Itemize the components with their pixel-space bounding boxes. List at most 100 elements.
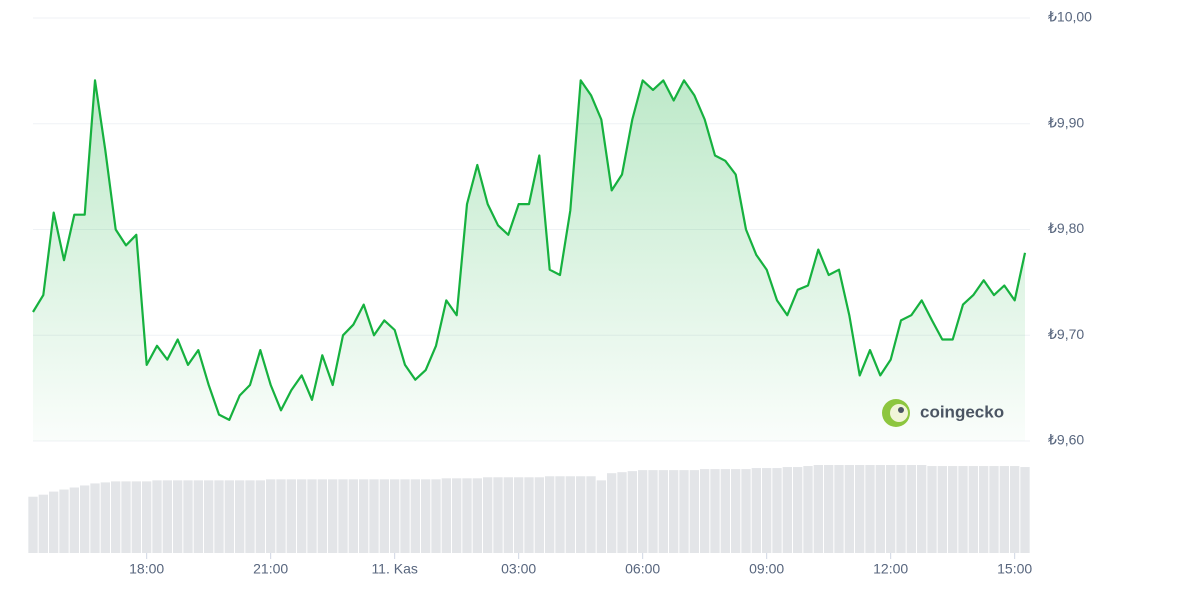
volume-bar <box>751 468 761 553</box>
volume-bar <box>762 468 772 553</box>
volume-bar <box>131 481 141 553</box>
volume-bar <box>865 465 875 553</box>
y-tick-label: ₺9,90 <box>1048 114 1084 130</box>
volume-bar <box>731 469 741 553</box>
volume-bar <box>948 466 958 553</box>
volume-bar <box>927 466 937 553</box>
volume-bar <box>534 477 544 553</box>
volume-bar <box>431 479 441 553</box>
volume-bar <box>844 465 854 553</box>
volume-bar <box>906 465 916 553</box>
volume-bar <box>266 479 276 553</box>
volume-bar <box>162 480 172 553</box>
volume-bar <box>142 481 152 553</box>
volume-bar <box>886 465 896 553</box>
watermark: coingecko <box>920 402 1004 421</box>
volume-bar <box>49 491 59 553</box>
volume-bar <box>28 496 38 553</box>
x-tick-label: 15:00 <box>997 561 1032 577</box>
area <box>33 80 1025 442</box>
volume-bar <box>111 481 121 553</box>
volume-bar <box>813 465 823 553</box>
volume-bar <box>173 480 183 553</box>
volume-bar <box>214 480 224 553</box>
volume-bar <box>710 469 720 553</box>
volume-bar <box>875 465 885 553</box>
volume-bar <box>979 466 989 553</box>
volume-bar <box>338 479 348 553</box>
volume-bar <box>286 479 296 553</box>
volume-bar <box>741 469 751 553</box>
volume-bar <box>1020 467 1030 553</box>
volume-bar <box>793 467 803 553</box>
volume-bar <box>1010 466 1020 553</box>
x-tick-label: 12:00 <box>873 561 908 577</box>
volume-bar <box>669 470 679 553</box>
volume-bar <box>80 485 90 553</box>
volume-bar <box>503 477 513 553</box>
volume-bar <box>224 480 234 553</box>
volume-bar <box>369 479 379 553</box>
volume-bar <box>152 480 162 553</box>
volume-bar <box>658 470 668 553</box>
volume-bar <box>379 479 389 553</box>
volume-bar <box>937 466 947 553</box>
volume-bar <box>421 479 431 553</box>
volume-bar <box>679 470 689 553</box>
volume-bar <box>472 478 482 553</box>
volume-bar <box>441 478 451 553</box>
volume-bar <box>648 470 658 553</box>
y-tick-label: ₺9,60 <box>1048 432 1084 448</box>
volume-bar <box>38 494 48 553</box>
volume-bar <box>917 465 927 553</box>
x-tick-label: 09:00 <box>749 561 784 577</box>
volume-bar <box>276 479 286 553</box>
volume-bar <box>524 477 534 553</box>
volume-bar <box>514 477 524 553</box>
x-tick-label: 03:00 <box>501 561 536 577</box>
watermark-logo <box>882 399 910 427</box>
volume-bar <box>317 479 327 553</box>
volume-bar <box>586 476 596 553</box>
volume-bar <box>245 480 255 553</box>
volume-bar <box>328 479 338 553</box>
volume-bar <box>596 480 606 553</box>
volume-bar <box>255 480 265 553</box>
volume-bar <box>772 468 782 553</box>
volume-bar <box>576 476 586 553</box>
volume-bar <box>607 473 617 553</box>
volume-bar <box>297 479 307 553</box>
volume-bar <box>689 470 699 553</box>
volume-bar <box>100 482 110 553</box>
volume-bar <box>700 469 710 553</box>
price-line <box>32 79 1027 421</box>
volume-bar <box>989 466 999 553</box>
volume-bar <box>617 472 627 553</box>
volume-bar <box>121 481 131 553</box>
volume-bar <box>235 480 245 553</box>
volume-bar <box>90 483 100 553</box>
y-tick-label: ₺9,70 <box>1048 326 1084 342</box>
volume-bar <box>999 466 1009 553</box>
x-tick-label: 06:00 <box>625 561 660 577</box>
volume-bar <box>968 466 978 553</box>
y-tick-label: ₺9,80 <box>1048 220 1084 236</box>
volume-bar <box>462 478 472 553</box>
volume-bar <box>824 465 834 553</box>
volume-bar <box>565 476 575 553</box>
x-tick-label: 18:00 <box>129 561 164 577</box>
volume-bar <box>183 480 193 553</box>
volume-bar <box>410 479 420 553</box>
volume-bar <box>855 465 865 553</box>
volume-bar <box>400 479 410 553</box>
volume-bar <box>896 465 906 553</box>
volume-bar <box>555 476 565 553</box>
volume-bar <box>545 476 555 553</box>
volume-bar <box>720 469 730 553</box>
volume-bar <box>834 465 844 553</box>
volume-bar <box>348 479 358 553</box>
volume-bar <box>493 477 503 553</box>
volume-bar <box>627 471 637 553</box>
volume-bar <box>204 480 214 553</box>
